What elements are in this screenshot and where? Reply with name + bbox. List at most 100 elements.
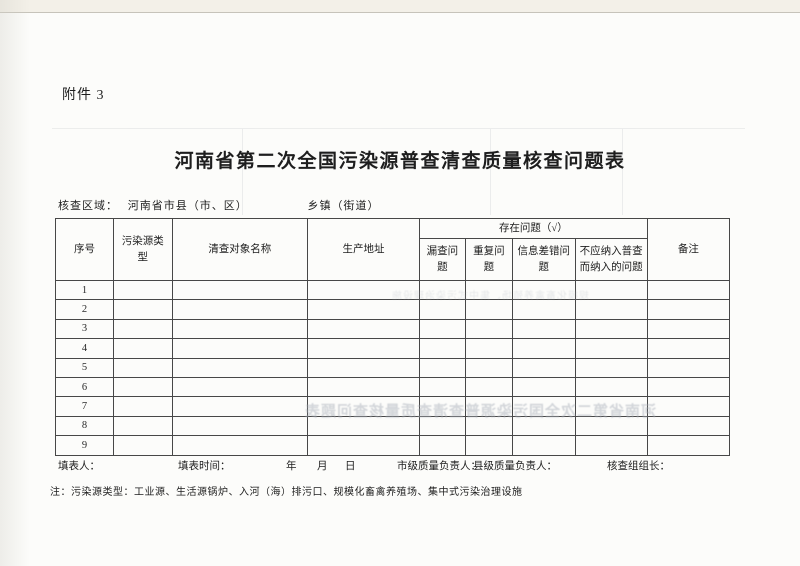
row-number: 9 — [55, 435, 114, 456]
row-number: 4 — [55, 338, 114, 359]
table-cell — [464, 318, 513, 340]
header-problems-group: 存在问题（√） — [418, 218, 648, 239]
table-row: 1 — [55, 279, 731, 301]
table-cell — [171, 396, 309, 417]
table-cell — [418, 357, 466, 378]
table-cell — [464, 376, 513, 398]
table-cell — [574, 279, 648, 301]
table-cell — [112, 396, 173, 417]
header-address: 生产地址 — [307, 218, 420, 281]
header-missed: 漏查问题 — [418, 238, 466, 281]
table-cell — [418, 435, 466, 456]
signature-line: 填表人： 填表时间： 年 月 日 市级质量负责人： 县级质量负责人： 核查组组长… — [0, 458, 800, 474]
row-number: 7 — [55, 396, 114, 417]
table-cell — [418, 376, 466, 398]
form-title: 河南省第二次全国污染源普查清查质量核查问题表 — [174, 151, 626, 172]
table-cell — [646, 415, 731, 437]
table-row: 6 — [55, 376, 731, 398]
table-cell — [418, 299, 466, 320]
table-cell — [418, 338, 466, 359]
table-row: 3 — [55, 318, 731, 340]
header-duplicate: 重复问题 — [464, 238, 513, 281]
row-number: 2 — [55, 299, 114, 320]
table-cell — [171, 435, 309, 456]
table-cell — [112, 376, 173, 398]
table-cell — [511, 376, 576, 398]
table-cell — [112, 435, 173, 456]
table-cell — [112, 415, 173, 437]
table-cell — [112, 299, 173, 320]
attachment-label: 附件 3 — [62, 88, 105, 103]
header-remarks: 备注 — [646, 218, 731, 281]
table-cell — [511, 435, 576, 456]
table-cell — [511, 357, 576, 378]
table-cell — [171, 415, 309, 437]
table-cell — [574, 415, 648, 437]
table-cell — [464, 415, 513, 437]
table-cell — [574, 396, 648, 417]
table-row: 4 — [55, 338, 731, 359]
table-cell — [171, 376, 309, 398]
table-cell — [511, 318, 576, 340]
month-label: 月 — [317, 461, 328, 472]
city-qa-label: 市级质量负责人： — [397, 461, 481, 472]
table-cell — [646, 376, 731, 398]
header-source-type: 污染源类型 — [112, 218, 173, 281]
table-cell — [511, 299, 576, 320]
header-seq: 序号 — [55, 218, 114, 281]
table-cell — [646, 435, 731, 456]
verification-region-line: 核查区域： 河南省市县（市、区） 乡镇（街道） — [58, 197, 380, 213]
table-row: 7 — [55, 396, 731, 417]
scanner-edge-band — [0, 0, 800, 13]
table-cell — [418, 415, 466, 437]
table-cell — [574, 435, 648, 456]
table-cell — [464, 435, 513, 456]
header-object-name: 清查对象名称 — [171, 218, 309, 281]
fill-time-label: 填表时间： — [178, 461, 231, 472]
table-cell — [464, 299, 513, 320]
table-cell — [574, 299, 648, 320]
footnote: 注：污染源类型：工业源、生活源锅炉、入河（海）排污口、规模化畜禽养殖场、集中式污… — [50, 487, 523, 498]
table-cell — [171, 299, 309, 320]
table-cell — [171, 357, 309, 378]
row-number: 3 — [55, 318, 114, 340]
header-info-error: 信息差错问题 — [511, 238, 576, 281]
table-cell — [418, 396, 466, 417]
year-label: 年 — [286, 461, 297, 472]
table-cell — [646, 299, 731, 320]
table-cell — [646, 318, 731, 340]
region-label: 核查区域： — [58, 200, 118, 212]
table-cell — [112, 338, 173, 359]
table-cell — [646, 338, 731, 359]
table-cell — [574, 376, 648, 398]
header-should-not-include: 不应纳入普查而纳入的问题 — [574, 238, 648, 281]
table-cell — [112, 318, 173, 340]
table-row: 8 — [55, 415, 731, 437]
table-cell — [464, 357, 513, 378]
table-cell — [464, 279, 513, 301]
table-cell — [307, 279, 420, 301]
table-cell — [464, 396, 513, 417]
table-cell — [307, 435, 420, 456]
table-cell — [646, 357, 731, 378]
row-number: 1 — [55, 279, 114, 301]
table-cell — [307, 299, 420, 320]
table-cell — [464, 338, 513, 359]
table-cell — [171, 338, 309, 359]
table-row: 5 — [55, 357, 731, 378]
row-number: 6 — [55, 376, 114, 398]
table-cell — [574, 357, 648, 378]
table-cell — [418, 318, 466, 340]
filler-label: 填表人： — [58, 461, 100, 472]
table-row: 9 — [55, 435, 731, 456]
county-qa-label: 县级质量负责人： — [473, 461, 557, 472]
paper-edge-shadow — [0, 0, 30, 566]
table-cell — [646, 279, 731, 301]
table-cell — [307, 396, 420, 417]
table-cell — [511, 338, 576, 359]
table-cell — [307, 318, 420, 340]
table-cell — [511, 415, 576, 437]
table-cell — [307, 357, 420, 378]
table-cell — [171, 318, 309, 340]
